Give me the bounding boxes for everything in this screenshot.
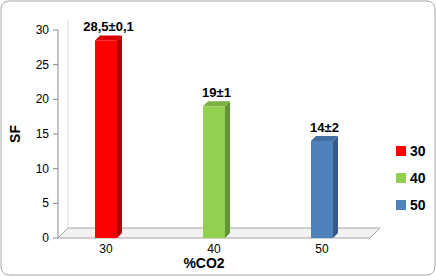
legend-label: 40: [410, 170, 426, 186]
data-label: 19±1: [202, 85, 231, 100]
legend-swatch: [396, 200, 406, 210]
bar-top: [311, 136, 338, 141]
bar-top: [203, 101, 230, 106]
y-tick-label: 0: [42, 231, 49, 245]
y-tick: [53, 64, 58, 65]
bars: [95, 35, 338, 238]
legend-swatch: [396, 173, 406, 183]
frame: [1, 1, 435, 275]
bar: [203, 106, 225, 238]
y-tick-label: 15: [36, 127, 50, 141]
legend-label: 50: [410, 197, 426, 213]
back-wall: [68, 20, 69, 228]
bar: [311, 141, 333, 238]
x-tick-label: 30: [99, 242, 113, 256]
y-tick: [53, 238, 58, 239]
y-tick: [53, 99, 58, 100]
bar-side: [333, 136, 338, 238]
bar-top: [95, 35, 122, 40]
y-tick-label: 25: [36, 58, 50, 72]
bar-side: [117, 35, 122, 238]
x-tick-label: 40: [207, 242, 221, 256]
data-label: 28,5±0,1: [83, 19, 134, 34]
legend-swatch: [396, 146, 406, 156]
bar-side: [225, 101, 230, 238]
x-tick-label: 50: [315, 242, 329, 256]
x-axis-title: %CO2: [183, 255, 224, 271]
y-tick-label: 30: [36, 23, 50, 37]
chart: 0 5 10 15 20 25 30 SF 28,5±0,1 30 19±1 40 14±2 50 %CO2…: [0, 0, 436, 276]
bar: [95, 40, 117, 238]
legend-label: 30: [410, 143, 426, 159]
y-tick-label: 10: [36, 162, 50, 176]
y-axis-title: SF: [7, 125, 23, 143]
y-tick: [53, 203, 58, 204]
y-tick-label: 20: [36, 92, 50, 106]
y-tick: [53, 30, 58, 31]
data-label: 14±2: [310, 120, 339, 135]
y-tick-label: 5: [42, 196, 49, 210]
y-tick: [53, 134, 58, 135]
y-tick: [53, 168, 58, 169]
